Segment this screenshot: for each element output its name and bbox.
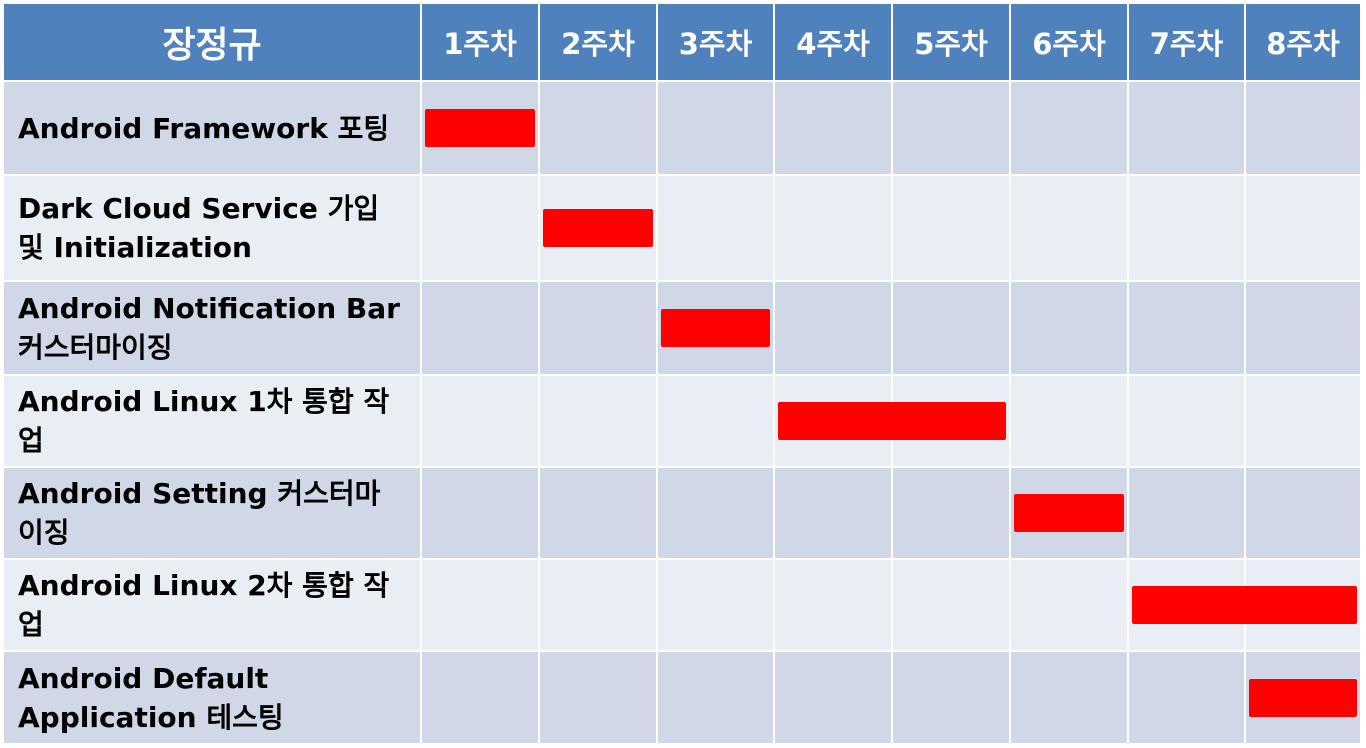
week-cell (1244, 174, 1362, 282)
week-cell (773, 280, 893, 376)
task-row: Android Default Application 테스팅 (2, 650, 1362, 745)
task-row: Android Notification Bar 커스터마이징 (2, 280, 1362, 376)
week-cell (1127, 80, 1246, 176)
week-cell (420, 174, 540, 282)
week-cell (656, 280, 775, 376)
week-cell (420, 280, 540, 376)
week-cell (1244, 80, 1362, 176)
week-cell (656, 80, 775, 176)
task-rows: Android Framework 포팅 Dark Cloud Service 가… (2, 80, 1362, 745)
week-cell (538, 174, 658, 282)
week-cell (1244, 374, 1362, 468)
week-cell (891, 80, 1011, 176)
task-row: Android Framework 포팅 (2, 80, 1362, 176)
task-label: Android Notification Bar 커스터마이징 (2, 280, 422, 376)
week-cell (1009, 280, 1129, 376)
week-cell (1127, 558, 1246, 652)
week-cell (656, 374, 775, 468)
week-cell (538, 80, 658, 176)
week-cell (1009, 80, 1129, 176)
week-cell (773, 466, 893, 560)
week-header-5: 5주차 (891, 2, 1011, 82)
week-header-7: 7주차 (1127, 2, 1246, 82)
task-label: Android Linux 1차 통합 작업 (2, 374, 422, 468)
week-cell (1244, 558, 1362, 652)
week-cell (1009, 374, 1129, 468)
week-cell (891, 280, 1011, 376)
task-row: Android Linux 2차 통합 작업 (2, 558, 1362, 652)
week-cell (1009, 650, 1129, 745)
week-cell (656, 174, 775, 282)
week-cell (773, 80, 893, 176)
task-label: Android Framework 포팅 (2, 80, 422, 176)
task-row: Android Setting 커스터마이징 (2, 466, 1362, 560)
week-cell (656, 558, 775, 652)
week-cell (891, 374, 1011, 468)
week-cell (420, 558, 540, 652)
week-cell (1009, 466, 1129, 560)
task-label: Android Setting 커스터마이징 (2, 466, 422, 560)
week-cell (773, 650, 893, 745)
week-cell (773, 558, 893, 652)
header-row: 장정규 1주차 2주차 3주차 4주차 5주차 6주차 7주차 8주차 (2, 2, 1362, 82)
week-cell (538, 374, 658, 468)
week-cell (1127, 280, 1246, 376)
week-cell (891, 466, 1011, 560)
task-label: Android Default Application 테스팅 (2, 650, 422, 745)
week-cell (1127, 650, 1246, 745)
week-cell (1127, 174, 1246, 282)
week-cell (538, 650, 658, 745)
week-header-1: 1주차 (420, 2, 540, 82)
week-cell (773, 374, 893, 468)
week-cell (656, 650, 775, 745)
week-cell (1009, 174, 1129, 282)
week-cell (1244, 650, 1362, 745)
week-cell (891, 174, 1011, 282)
task-label: Android Linux 2차 통합 작업 (2, 558, 422, 652)
week-cell (891, 558, 1011, 652)
task-label: Dark Cloud Service 가입 및 Initialization (2, 174, 422, 282)
task-row: Dark Cloud Service 가입 및 Initialization (2, 174, 1362, 282)
week-header-8: 8주차 (1244, 2, 1362, 82)
header-label: 장정규 (2, 2, 422, 82)
week-cell (538, 466, 658, 560)
week-header-4: 4주차 (773, 2, 893, 82)
week-header-3: 3주차 (656, 2, 775, 82)
week-cell (538, 280, 658, 376)
week-cell (420, 650, 540, 745)
week-header-6: 6주차 (1009, 2, 1129, 82)
week-cell (1009, 558, 1129, 652)
week-cell (538, 558, 658, 652)
week-cell (1244, 466, 1362, 560)
week-cell (420, 80, 540, 176)
task-row: Android Linux 1차 통합 작업 (2, 374, 1362, 468)
week-cell (420, 374, 540, 468)
week-header-2: 2주차 (538, 2, 658, 82)
week-cell (1127, 374, 1246, 468)
week-cell (773, 174, 893, 282)
week-cell (420, 466, 540, 560)
week-cell (1244, 280, 1362, 376)
week-cell (891, 650, 1011, 745)
week-cell (656, 466, 775, 560)
week-cell (1127, 466, 1246, 560)
